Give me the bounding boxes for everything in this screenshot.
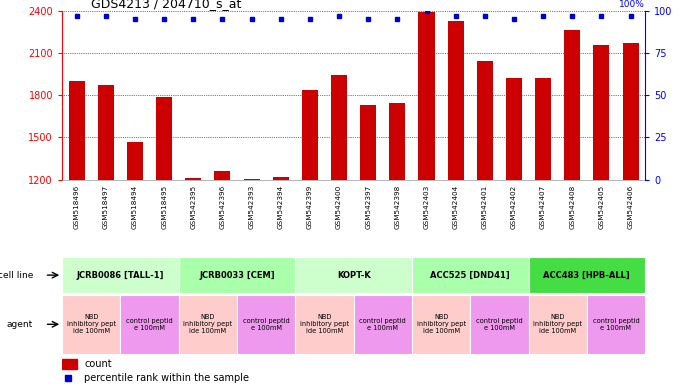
Bar	[179, 295, 237, 354]
Bar	[593, 45, 609, 180]
Text: GSM542401: GSM542401	[482, 185, 488, 229]
Text: GSM542404: GSM542404	[453, 185, 459, 229]
Text: cell line: cell line	[0, 271, 33, 280]
Bar	[448, 21, 464, 180]
Text: GSM542397: GSM542397	[365, 185, 371, 229]
Bar	[273, 177, 288, 180]
Bar	[564, 30, 580, 180]
Bar	[412, 295, 471, 354]
Text: GSM542403: GSM542403	[424, 185, 429, 229]
Bar	[69, 81, 85, 180]
Bar	[302, 89, 318, 180]
Text: NBD
inhibitory pept
ide 100mM: NBD inhibitory pept ide 100mM	[417, 314, 466, 334]
Bar	[506, 78, 522, 180]
Text: GSM518496: GSM518496	[74, 185, 79, 229]
Text: percentile rank within the sample: percentile rank within the sample	[84, 372, 249, 383]
Bar	[156, 97, 172, 180]
Text: control peptid
e 100mM: control peptid e 100mM	[243, 318, 290, 331]
Text: NBD
inhibitory pept
ide 100mM: NBD inhibitory pept ide 100mM	[300, 314, 349, 334]
Bar	[237, 295, 295, 354]
Text: count: count	[84, 359, 112, 369]
Text: control peptid
e 100mM: control peptid e 100mM	[593, 318, 640, 331]
Bar	[215, 171, 230, 180]
Bar	[127, 142, 143, 180]
Bar	[419, 12, 435, 180]
Bar	[295, 257, 412, 293]
Text: control peptid
e 100mM: control peptid e 100mM	[126, 318, 173, 331]
Text: GSM542394: GSM542394	[278, 185, 284, 229]
Bar	[186, 178, 201, 180]
Bar	[331, 75, 347, 180]
Text: GSM542400: GSM542400	[336, 185, 342, 229]
Text: NBD
inhibitory pept
ide 100mM: NBD inhibitory pept ide 100mM	[533, 314, 582, 334]
Text: KOPT-K: KOPT-K	[337, 271, 371, 280]
Bar	[471, 295, 529, 354]
Text: 100%: 100%	[620, 0, 645, 9]
Text: GSM542393: GSM542393	[248, 185, 255, 229]
Text: GSM542402: GSM542402	[511, 185, 517, 229]
Bar	[62, 295, 121, 354]
Text: agent: agent	[7, 320, 33, 329]
Text: GSM542399: GSM542399	[307, 185, 313, 229]
Bar	[412, 257, 529, 293]
Bar	[389, 103, 405, 180]
Bar	[98, 85, 114, 180]
Text: control peptid
e 100mM: control peptid e 100mM	[359, 318, 406, 331]
Bar	[535, 78, 551, 180]
Text: GSM518495: GSM518495	[161, 185, 167, 229]
Bar	[529, 257, 645, 293]
Bar	[121, 295, 179, 354]
Bar	[622, 43, 638, 180]
Bar	[477, 61, 493, 180]
Text: GSM542406: GSM542406	[628, 185, 633, 229]
Bar	[62, 359, 77, 369]
Bar	[62, 257, 179, 293]
Text: GSM542396: GSM542396	[219, 185, 226, 229]
Text: control peptid
e 100mM: control peptid e 100mM	[476, 318, 523, 331]
Text: GSM542395: GSM542395	[190, 185, 196, 229]
Bar	[295, 295, 353, 354]
Text: GSM542405: GSM542405	[598, 185, 604, 229]
Text: ACC525 [DND41]: ACC525 [DND41]	[431, 271, 510, 280]
Text: NBD
inhibitory pept
ide 100mM: NBD inhibitory pept ide 100mM	[184, 314, 233, 334]
Bar	[586, 295, 645, 354]
Text: GSM518494: GSM518494	[132, 185, 138, 229]
Text: GSM542407: GSM542407	[540, 185, 546, 229]
Text: GSM542398: GSM542398	[395, 185, 400, 229]
Text: GDS4213 / 204710_s_at: GDS4213 / 204710_s_at	[91, 0, 242, 10]
Text: ACC483 [HPB-ALL]: ACC483 [HPB-ALL]	[544, 271, 630, 280]
Bar	[179, 257, 295, 293]
Bar	[353, 295, 412, 354]
Text: NBD
inhibitory pept
ide 100mM: NBD inhibitory pept ide 100mM	[67, 314, 116, 334]
Text: GSM518497: GSM518497	[103, 185, 109, 229]
Bar	[529, 295, 586, 354]
Text: JCRB0033 [CEM]: JCRB0033 [CEM]	[199, 271, 275, 280]
Bar	[244, 179, 259, 180]
Text: GSM542408: GSM542408	[569, 185, 575, 229]
Bar	[360, 105, 376, 180]
Text: JCRB0086 [TALL-1]: JCRB0086 [TALL-1]	[77, 271, 164, 280]
